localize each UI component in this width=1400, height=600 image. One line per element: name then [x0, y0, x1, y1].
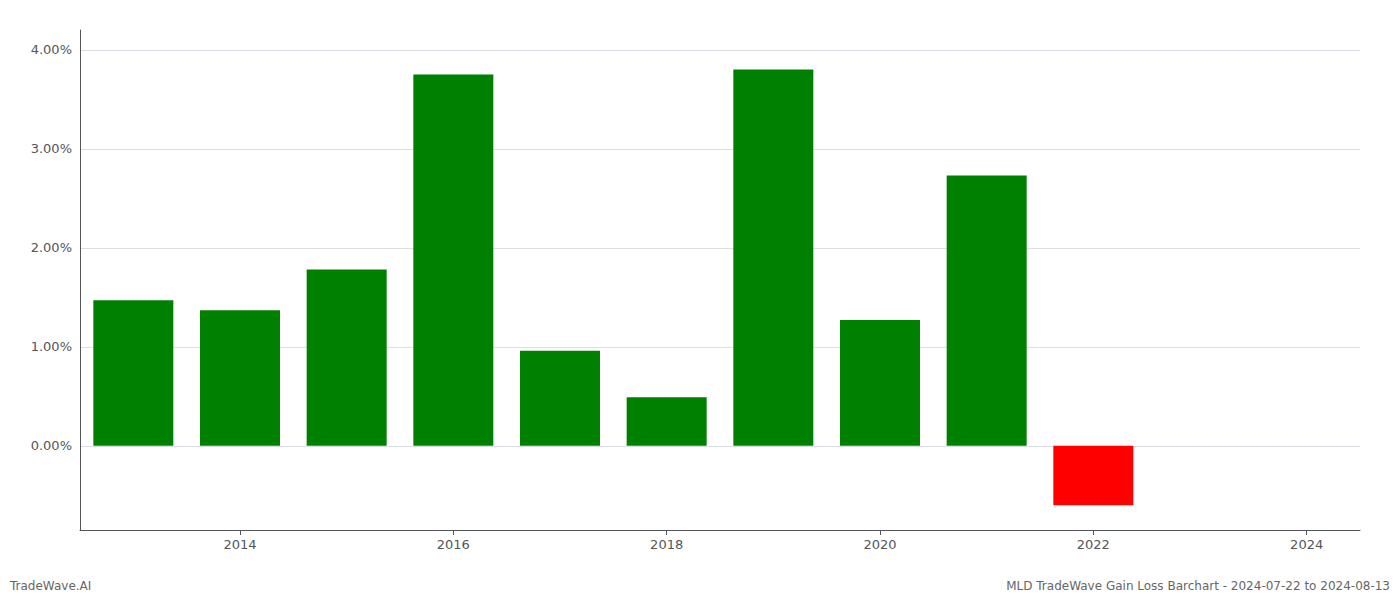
svg-text:2014: 2014 — [223, 537, 256, 552]
svg-text:3.00%: 3.00% — [31, 141, 72, 156]
svg-text:1.00%: 1.00% — [31, 339, 72, 354]
svg-text:4.00%: 4.00% — [31, 42, 72, 57]
svg-text:2024: 2024 — [1290, 537, 1323, 552]
svg-text:2016: 2016 — [437, 537, 470, 552]
svg-text:2022: 2022 — [1077, 537, 1110, 552]
svg-text:TradeWave.AI: TradeWave.AI — [9, 579, 91, 593]
svg-text:2020: 2020 — [863, 537, 896, 552]
svg-text:2018: 2018 — [650, 537, 683, 552]
svg-text:0.00%: 0.00% — [31, 438, 72, 453]
svg-text:MLD TradeWave Gain Loss Barcha: MLD TradeWave Gain Loss Barchart - 2024-… — [1006, 579, 1390, 593]
svg-text:2.00%: 2.00% — [31, 240, 72, 255]
